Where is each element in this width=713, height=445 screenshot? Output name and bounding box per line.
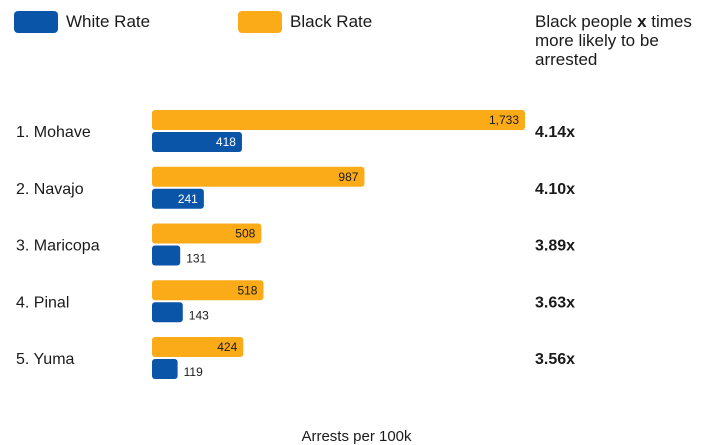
- ratio-note-suffix: times more likely to be arrested: [535, 12, 692, 69]
- black-rate-label-mohave: 1,733: [489, 113, 519, 127]
- white-rate-bar-mohave: [152, 132, 242, 152]
- legend-black-swatch: [238, 11, 282, 33]
- category-label-mohave: 1. Mohave: [16, 124, 91, 141]
- ratio-note-prefix: Black people: [535, 12, 638, 31]
- white-rate-bar-maricopa: [152, 245, 181, 266]
- white-rate-label-navajo: 241: [178, 192, 198, 206]
- black-rate-label-yuma: 424: [217, 340, 237, 354]
- white-rate-label-mohave: 418: [216, 135, 236, 149]
- x-axis-label: Arrests per 100k: [301, 428, 412, 445]
- ratio-note: Black people x times more likely to be a…: [535, 12, 705, 69]
- legend-black-label: Black Rate: [290, 12, 373, 31]
- ratio-label-mohave: 4.14x: [535, 124, 575, 141]
- white-rate-label-maricopa: 131: [186, 252, 206, 266]
- black-rate-label-pinal: 518: [237, 283, 257, 297]
- legend-white-swatch: [14, 11, 58, 33]
- black-rate-bar-yuma: [152, 337, 244, 357]
- black-rate-bar-navajo: [152, 166, 365, 187]
- ratio-note-emphasis: x: [637, 12, 647, 31]
- white-rate-bar-yuma: [152, 359, 178, 379]
- black-rate-label-maricopa: 508: [235, 227, 255, 241]
- category-label-maricopa: 3. Maricopa: [16, 238, 100, 255]
- black-rate-bar-pinal: [152, 280, 264, 301]
- category-label-yuma: 5. Yuma: [16, 351, 75, 368]
- black-rate-bar-mohave: [152, 110, 525, 130]
- category-label-pinal: 4. Pinal: [16, 294, 69, 311]
- ratio-label-yuma: 3.56x: [535, 351, 575, 368]
- legend-white-rate: White Rate: [14, 8, 150, 36]
- white-rate-label-yuma: 119: [184, 365, 203, 379]
- legend-white-label: White Rate: [66, 12, 151, 31]
- white-rate-bar-pinal: [152, 302, 183, 323]
- white-rate-bar-navajo: [152, 188, 204, 209]
- ratio-label-pinal: 3.63x: [535, 294, 575, 311]
- ratio-label-maricopa: 3.89x: [535, 238, 575, 255]
- white-rate-label-pinal: 143: [189, 308, 209, 322]
- black-rate-label-navajo: 987: [338, 170, 358, 184]
- legend-black-rate: Black Rate: [238, 8, 372, 36]
- ratio-label-navajo: 4.10x: [535, 181, 575, 198]
- black-rate-bar-maricopa: [152, 223, 262, 244]
- category-label-navajo: 2. Navajo: [16, 181, 84, 198]
